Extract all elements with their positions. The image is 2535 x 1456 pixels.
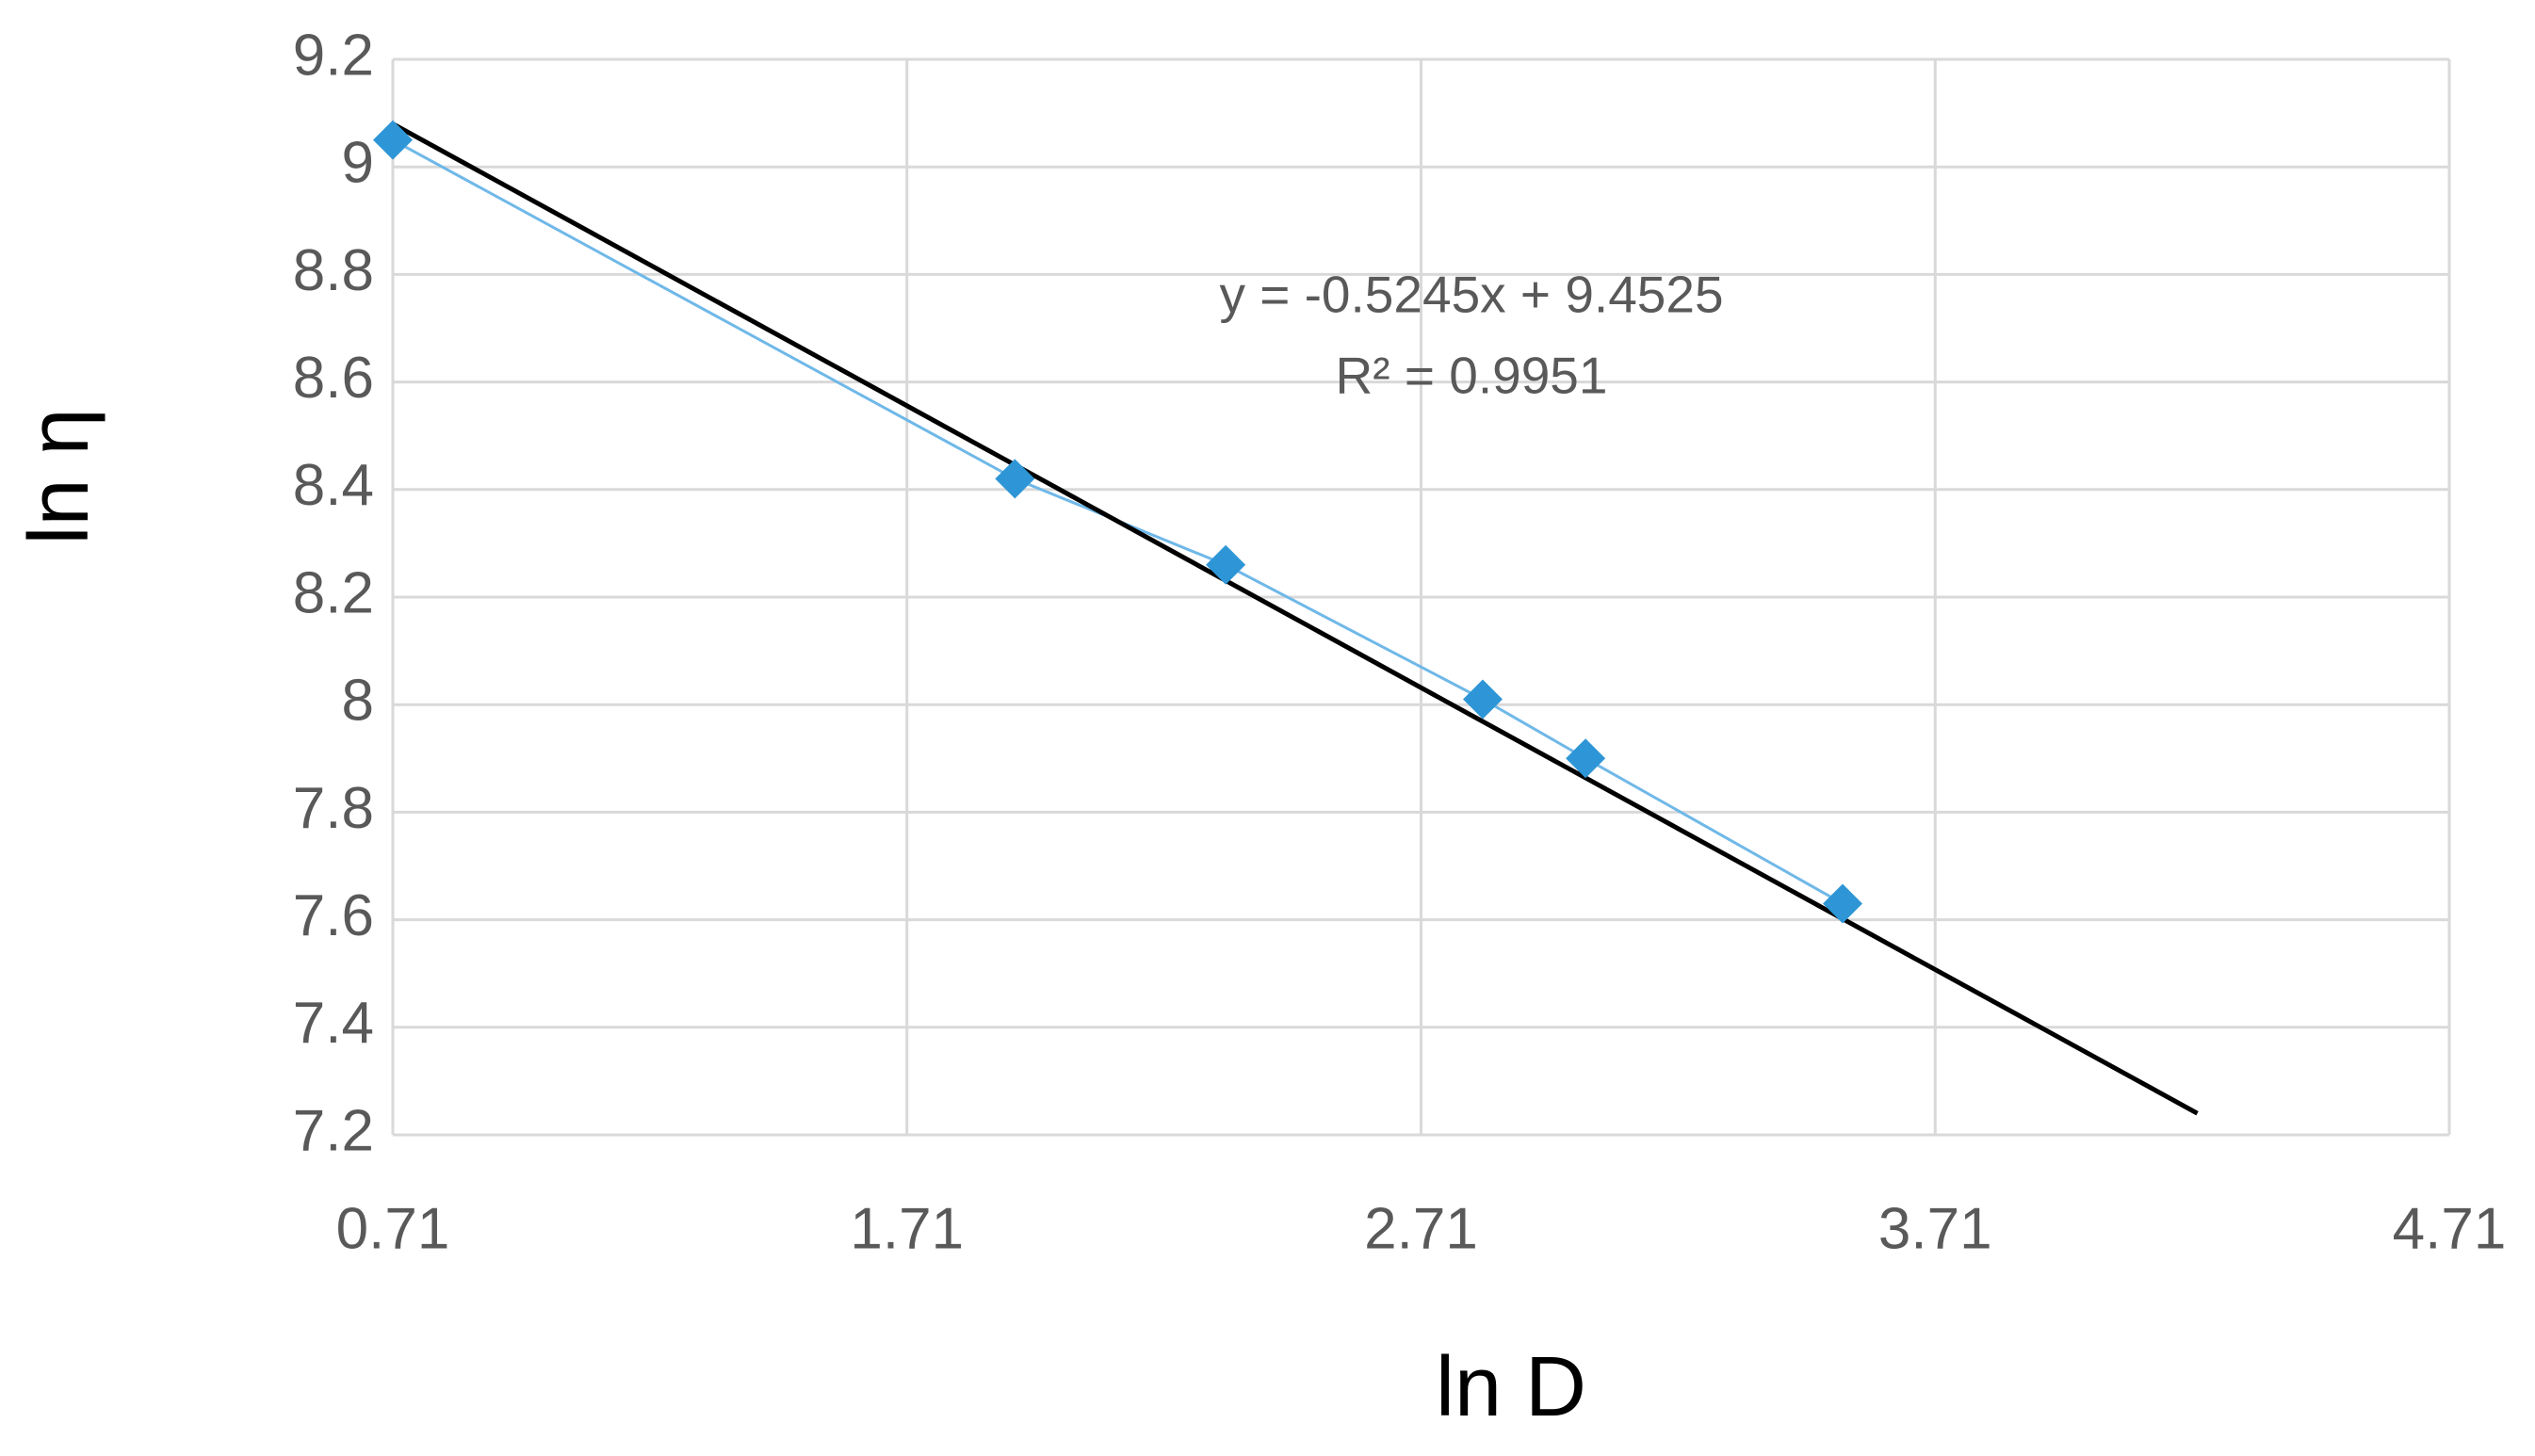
series-line xyxy=(392,138,1844,905)
marker xyxy=(1206,544,1246,585)
y-tick-label: 8.6 xyxy=(293,346,374,411)
x-tick-label: 3.71 xyxy=(1878,1196,1992,1261)
x-tick-label: 2.71 xyxy=(1364,1196,1478,1261)
y-tick-label: 8 xyxy=(342,669,374,734)
x-tick-label: 1.71 xyxy=(850,1196,964,1261)
x-tick-label: 0.71 xyxy=(336,1196,450,1261)
marker xyxy=(995,459,1035,499)
trendline-equation: R² = 0.9951 xyxy=(1336,347,1608,405)
trendline-equation: y = -0.5245x + 9.4525 xyxy=(1219,266,1723,324)
y-axis-title: ln η xyxy=(12,408,106,544)
y-tick-label: 7.8 xyxy=(293,776,374,841)
y-tick-label: 8.4 xyxy=(293,453,374,518)
marker xyxy=(1823,883,1863,924)
y-tick-label: 7.4 xyxy=(293,991,374,1056)
y-tick-label: 7.2 xyxy=(293,1098,374,1163)
y-tick-label: 9 xyxy=(342,131,374,196)
y-tick-label: 8.8 xyxy=(293,238,374,303)
y-tick-label: 7.6 xyxy=(293,883,374,948)
trendline xyxy=(391,121,2199,1116)
marker xyxy=(1462,679,1503,720)
y-tick-label: 8.2 xyxy=(293,560,374,625)
x-axis-title: ln D xyxy=(1436,1340,1586,1434)
marker xyxy=(1566,738,1606,779)
marker xyxy=(373,120,413,160)
x-tick-label: 4.71 xyxy=(2393,1196,2507,1261)
y-tick-label: 9.2 xyxy=(293,23,374,88)
